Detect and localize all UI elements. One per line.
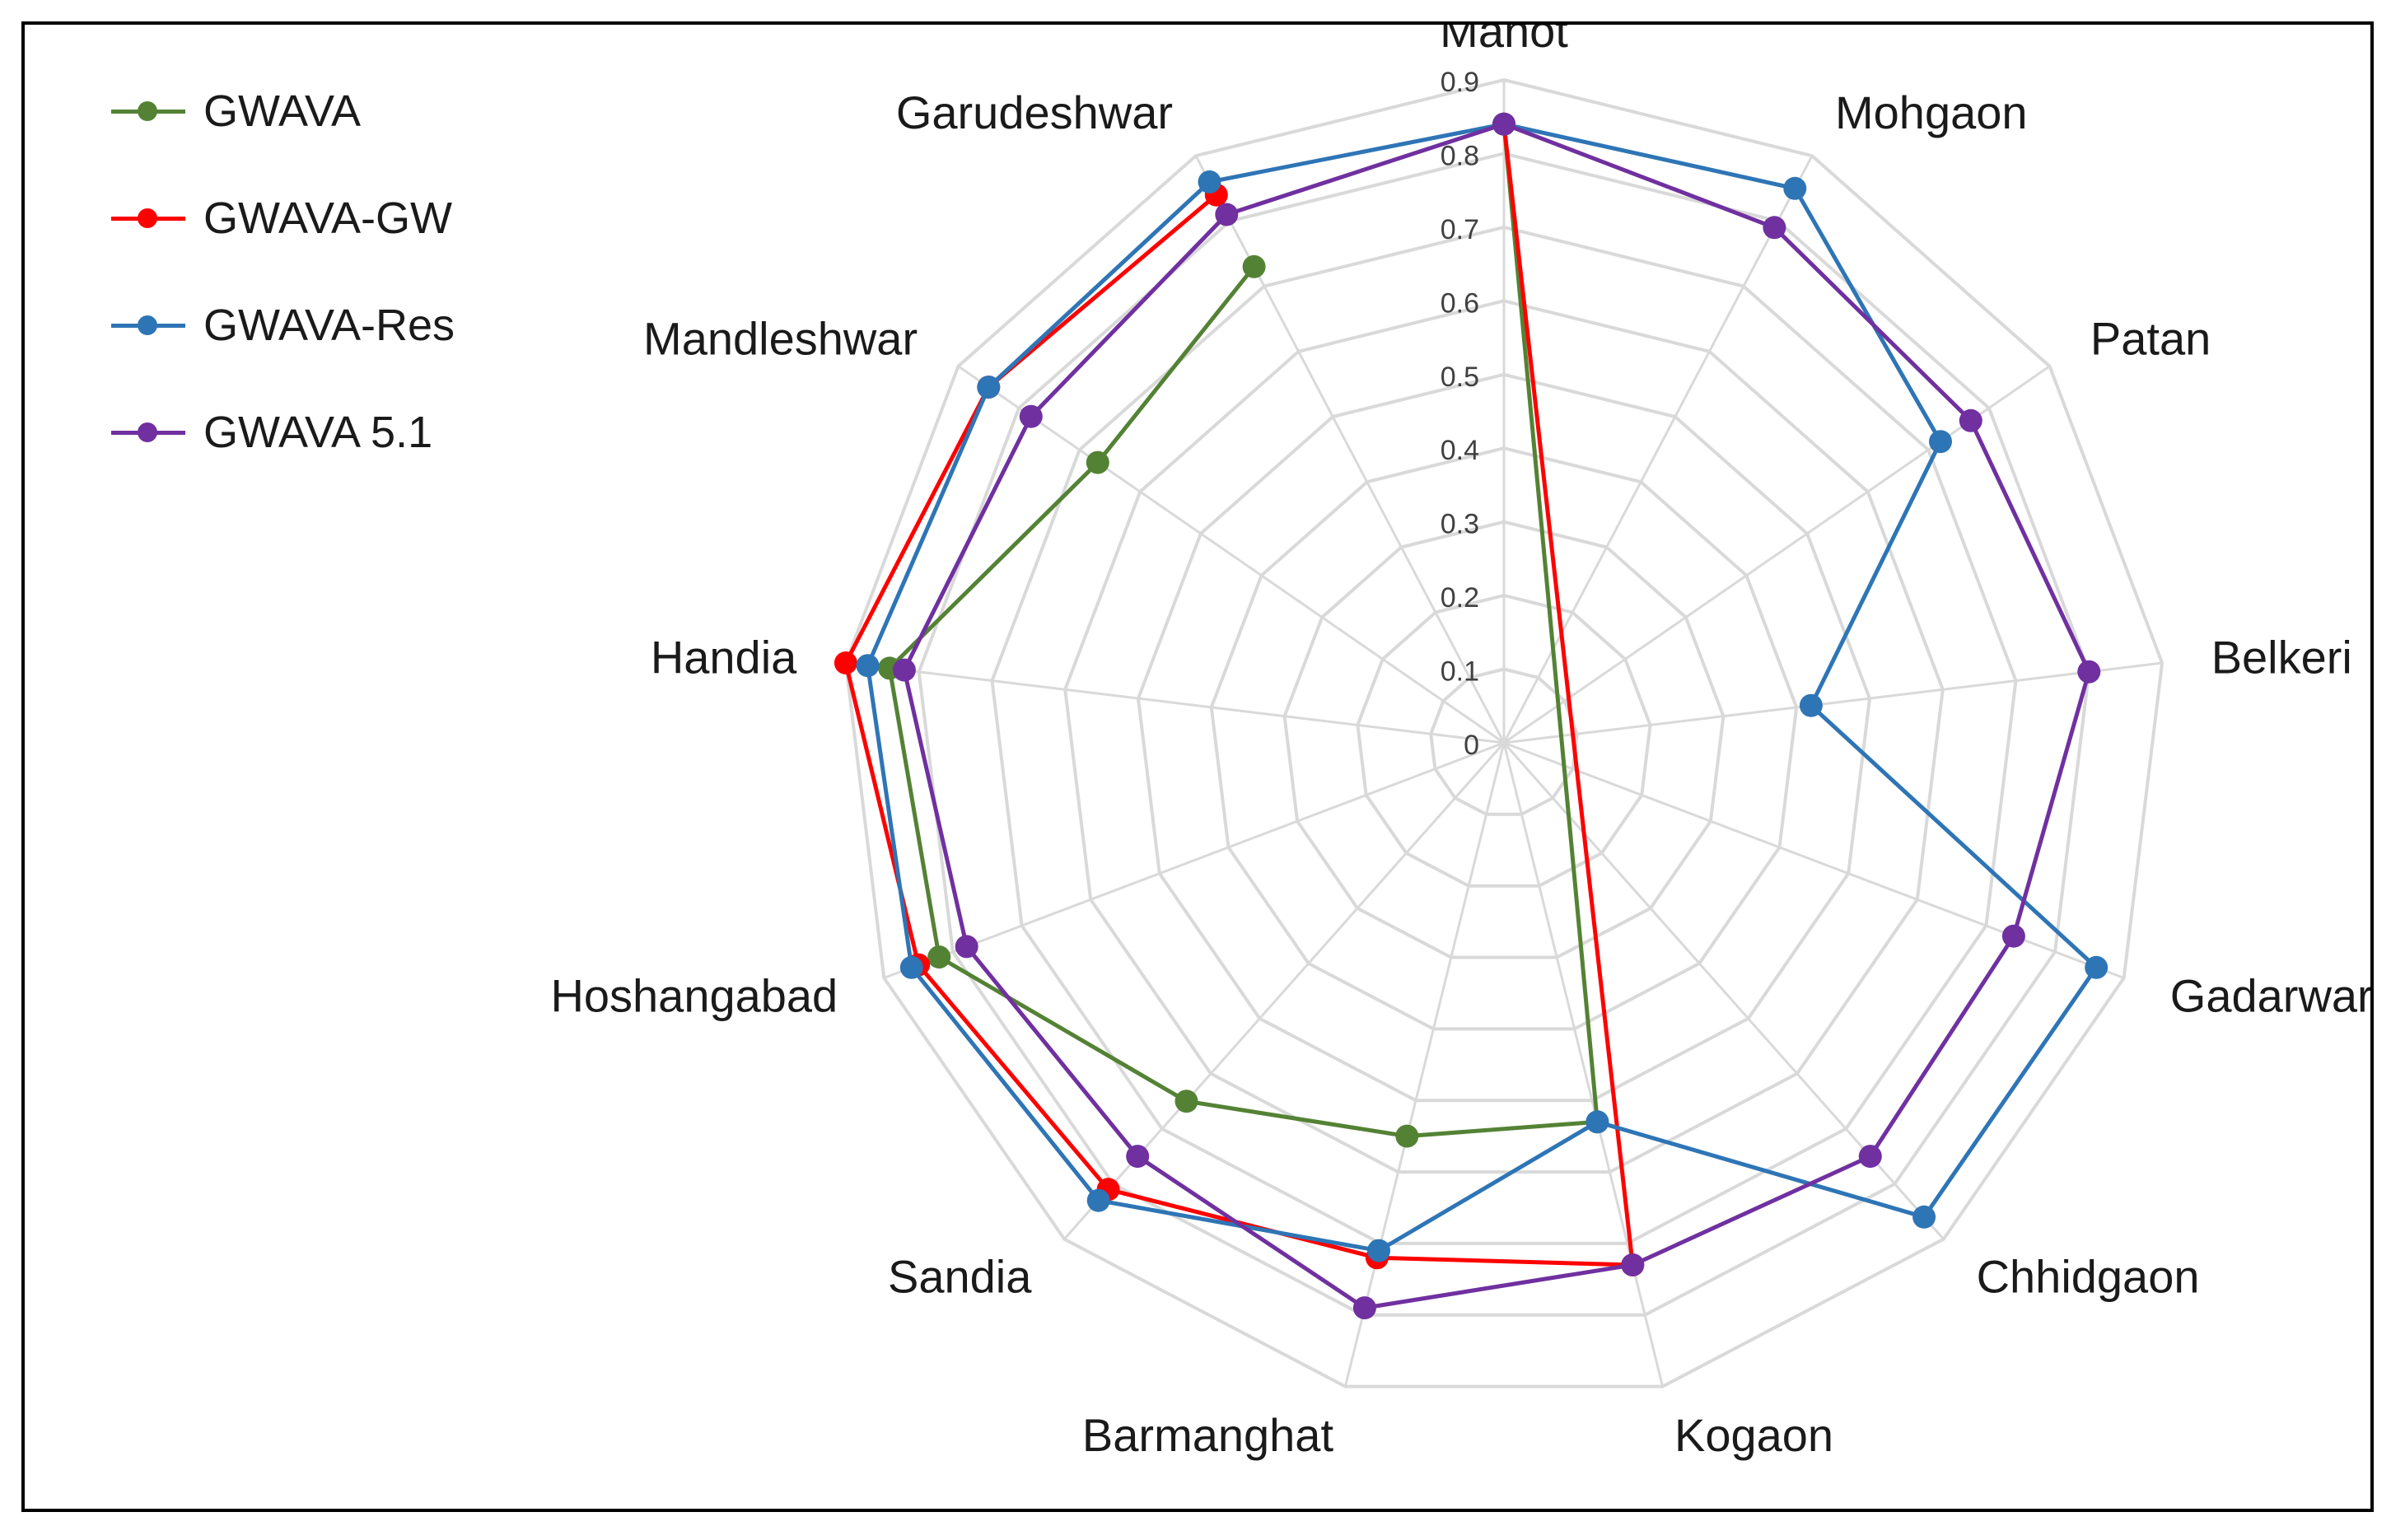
data-point [1242,254,1266,278]
legend-swatch [111,315,185,335]
data-point [1086,450,1109,474]
series-line [843,124,1635,1267]
data-point [1395,1124,1419,1148]
category-label: Chhidgaon [1977,1251,2200,1303]
data-point [1198,170,1221,194]
legend: GWAVA GWAVA-GW GWAVA-Res GWAVA 5.1 [111,58,455,486]
legend-item: GWAVA-Res [111,272,455,379]
radar-grid [843,77,2164,1388]
grid-spoke [1343,742,1506,1387]
category-label: Belkeri [2211,632,2352,684]
category-labels: Manot Mohgaon Patan Belkeri Gadarwara Chhidga… [550,25,2370,1461]
tick-label: 0.4 [1441,435,1479,466]
data-point [1799,693,1823,717]
grid-ring [990,225,2018,1245]
data-point [1763,216,1786,240]
category-label: Hoshangabad [550,970,838,1022]
category-label: Garudeshwar [896,86,1173,138]
data-point [2077,660,2101,684]
data-point [1959,408,1982,432]
grid-spoke [845,661,1505,744]
grid-spoke [1502,742,1665,1387]
legend-swatch [111,208,185,228]
category-label: Handia [651,632,797,684]
grid-ring [1356,594,1652,888]
category-label: Kogaon [1674,1409,1833,1461]
grid-spoke [1502,155,1814,744]
tick-label: 0.5 [1441,362,1479,393]
grid-spoke [957,365,1505,744]
grid-ring [1136,372,1872,1103]
series-line [902,122,2091,1310]
category-label: Patan [2090,313,2211,365]
data-point [1352,1296,1376,1320]
data-point [955,935,978,959]
radar-chart: 0 0.1 0.2 0.3 0.4 0.5 0.6 0.7 0.8 0.9 Manot Mohgao… [550,25,2370,1461]
data-point [1783,176,1807,200]
radial-tick-labels: 0 0.1 0.2 0.3 0.4 0.5 0.6 0.7 0.8 0.9 [1441,67,1479,761]
data-point [1019,404,1043,428]
grid-spoke [883,741,1505,979]
category-label: Sandia [888,1251,1032,1303]
tick-label: 0.6 [1441,287,1479,319]
legend-swatch [111,101,185,121]
data-point [856,654,880,678]
data-point [892,658,916,682]
data-point [1621,1253,1645,1276]
grid-ring [1282,520,1726,959]
grid-ring [1429,667,1579,816]
data-point [1174,1090,1198,1113]
data-point [1585,1110,1609,1134]
grid-ring [843,77,2164,1388]
tick-label: 0 [1464,730,1479,761]
legend-label: GWAVA-Res [203,301,455,350]
grid-spoke [1194,155,1506,744]
data-point [1086,1188,1110,1212]
category-label: Mohgaon [1835,86,2028,138]
data-point [2001,924,2025,948]
tick-label: 0.8 [1441,140,1479,171]
data-point [1912,1205,1936,1229]
data-point [1858,1145,1882,1169]
series-layer [834,112,2108,1320]
category-label: Manot [1440,25,1568,57]
grid-ring [1063,299,1945,1174]
data-point [834,651,857,674]
chart-frame: 0 0.1 0.2 0.3 0.4 0.5 0.6 0.7 0.8 0.9 Manot Mohgao… [21,21,2374,1512]
tick-label: 0.7 [1441,214,1479,245]
data-point [2085,955,2108,979]
data-point [1492,112,1515,136]
legend-swatch [111,422,185,442]
grid-spoke [1503,365,2051,744]
tick-label: 0.1 [1441,656,1479,688]
data-point [899,955,923,979]
series-gwava-res [856,112,2108,1262]
tick-label: 0.9 [1441,67,1479,98]
data-point [927,945,951,969]
grid-spoke [1503,661,2163,744]
data-point [1929,430,1952,454]
legend-label: GWAVA-GW [203,194,452,243]
radar-spokes [845,80,2163,1387]
data-point [1126,1145,1150,1169]
grid-ring [917,152,2091,1317]
data-point [1367,1239,1390,1262]
tick-label: 0.2 [1441,582,1479,614]
tick-label: 0.3 [1441,509,1479,540]
data-point [977,376,1001,399]
data-point [1215,203,1239,226]
grid-ring [1209,446,1799,1031]
series-gwava-5-1 [892,112,2101,1320]
legend-item: GWAVA-GW [111,165,455,272]
series-gwava [878,112,1609,1148]
series-line [887,124,1599,1139]
category-label: Barmanghat [1082,1409,1334,1461]
series-line [866,122,2099,1253]
legend-item: GWAVA 5.1 [111,379,455,486]
category-label: Gadarwara [2170,970,2370,1022]
legend-item: GWAVA [111,58,455,165]
legend-label: GWAVA [203,86,362,136]
legend-label: GWAVA 5.1 [203,408,433,457]
category-label: Mandleshwar [643,313,918,365]
